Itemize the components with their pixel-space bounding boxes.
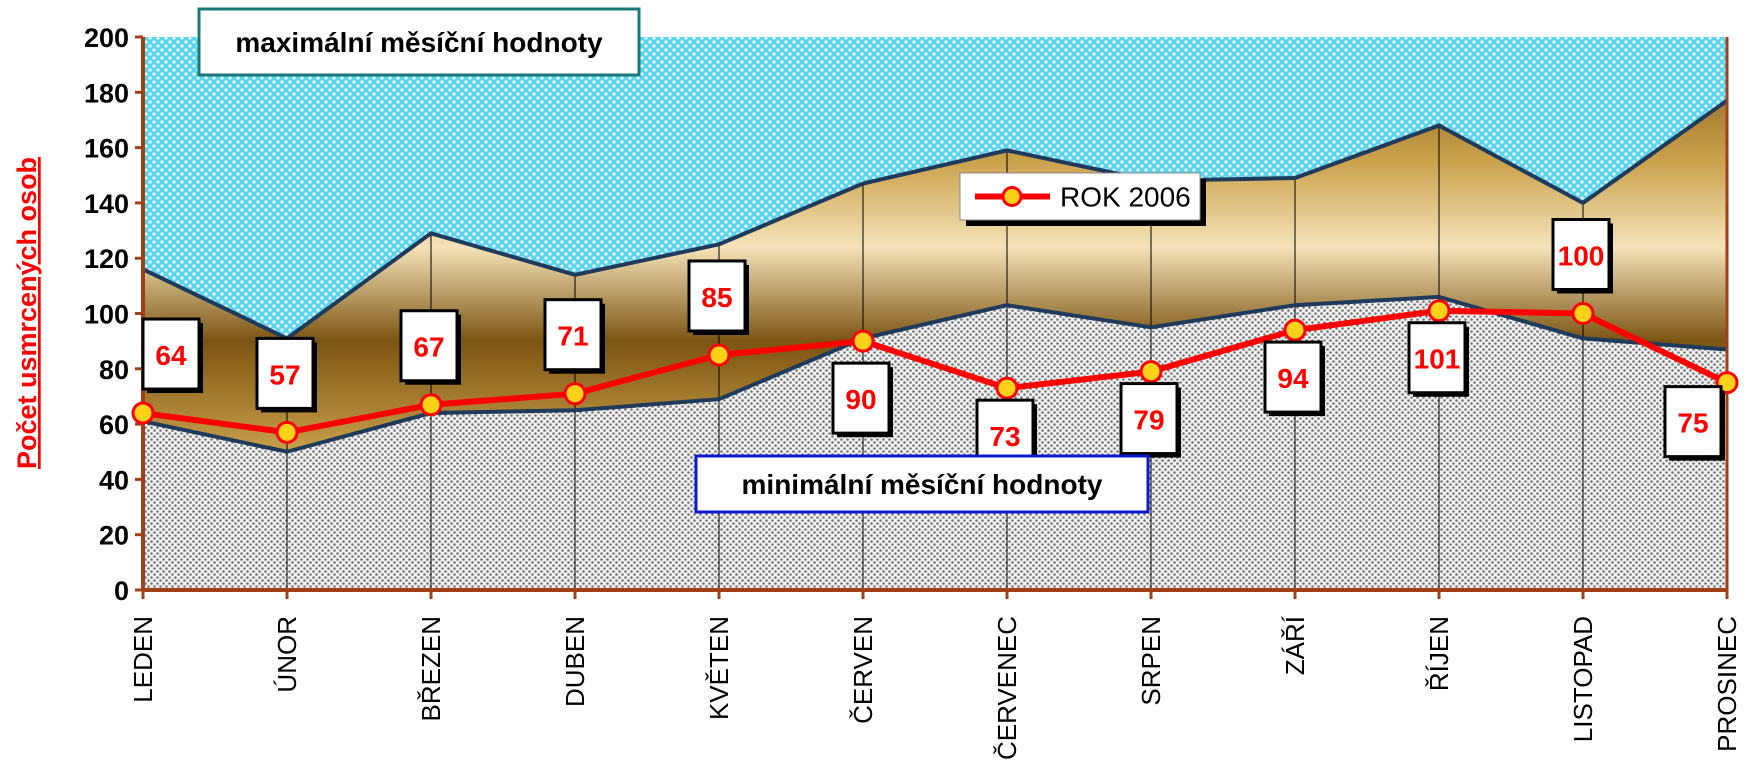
annotation-box xyxy=(197,7,641,77)
marker xyxy=(707,343,731,367)
y-tick-label: 160 xyxy=(84,134,129,164)
data-label: 100 xyxy=(1558,241,1605,272)
y-axis-label: Počet usmrcených osob xyxy=(12,157,42,469)
marker xyxy=(995,376,1019,400)
y-tick-label: 140 xyxy=(84,189,129,219)
data-label: 101 xyxy=(1414,344,1461,375)
label-box xyxy=(141,317,201,391)
y-tick-label: 40 xyxy=(99,465,129,495)
label-box xyxy=(1663,385,1723,459)
data-label: 85 xyxy=(701,282,732,313)
x-tick-label: ČERVENEC xyxy=(992,616,1022,760)
data-label: 73 xyxy=(989,421,1020,452)
x-tick-label: ŘÍJEN xyxy=(1424,616,1454,691)
marker xyxy=(1283,318,1307,342)
marker xyxy=(563,382,587,406)
plot: 0 20 40 60 80 100 120 140 160 180 200 LEDEN ÚNOR BŘEZ… xyxy=(84,7,1742,760)
data-label: 64 xyxy=(155,340,187,371)
y-tick-label: 80 xyxy=(99,355,129,385)
annotation-box xyxy=(694,454,1150,514)
label-box xyxy=(543,298,603,372)
area-outline xyxy=(142,98,1729,341)
x-tick-label: PROSINEC xyxy=(1712,616,1742,752)
y-tick-label: 180 xyxy=(84,78,129,108)
y-tick-label: 60 xyxy=(99,410,129,440)
label-box xyxy=(1407,321,1467,395)
legend-marker xyxy=(1001,186,1023,207)
label-box xyxy=(1551,218,1611,291)
x-tick-label: SRPEN xyxy=(1136,616,1166,706)
marker xyxy=(419,393,443,417)
marker xyxy=(1139,360,1163,384)
annotation: maximální měsíční hodnoty xyxy=(235,27,603,58)
y-tick-label: 100 xyxy=(84,300,129,330)
marker xyxy=(851,329,875,353)
marker xyxy=(1427,299,1451,323)
label-box xyxy=(1263,340,1323,414)
y-tick-label: 0 xyxy=(114,576,129,606)
y-tick-label: 200 xyxy=(84,23,129,53)
x-tick-label: LEDEN xyxy=(128,616,158,703)
label-box xyxy=(255,336,315,410)
x-tick-label: ČERVEN xyxy=(848,616,878,724)
x-tick-label: BŘEZEN xyxy=(416,616,446,721)
label-box xyxy=(831,361,891,435)
x-tick-label: LISTOPAD xyxy=(1568,616,1598,742)
marker xyxy=(275,420,299,444)
x-tick-label: ZÁŘÍ xyxy=(1280,615,1310,675)
y-tick-label: 20 xyxy=(99,521,129,551)
data-label: 94 xyxy=(1277,363,1309,394)
data-label: 71 xyxy=(557,321,588,352)
annotation: minimální měsíční hodnoty xyxy=(742,469,1103,500)
data-label: 75 xyxy=(1677,408,1708,439)
x-tick-label: ÚNOR xyxy=(272,616,302,693)
y-tick-label: 120 xyxy=(84,244,129,274)
marker xyxy=(131,401,155,425)
area xyxy=(143,296,1727,590)
label-box xyxy=(687,259,747,333)
data-label: 57 xyxy=(269,359,300,390)
line xyxy=(142,307,1729,436)
x-tick-label: KVĚTEN xyxy=(704,616,734,720)
marker xyxy=(1571,302,1595,325)
label-box xyxy=(1119,382,1179,456)
legend-label: ROK 2006 xyxy=(1060,182,1191,213)
data-label: 90 xyxy=(845,384,876,415)
area-outline xyxy=(142,294,1728,454)
x-tick-label: DUBEN xyxy=(560,616,590,707)
label-box xyxy=(399,309,459,383)
data-label: 79 xyxy=(1133,405,1164,436)
data-label: 67 xyxy=(413,332,444,363)
